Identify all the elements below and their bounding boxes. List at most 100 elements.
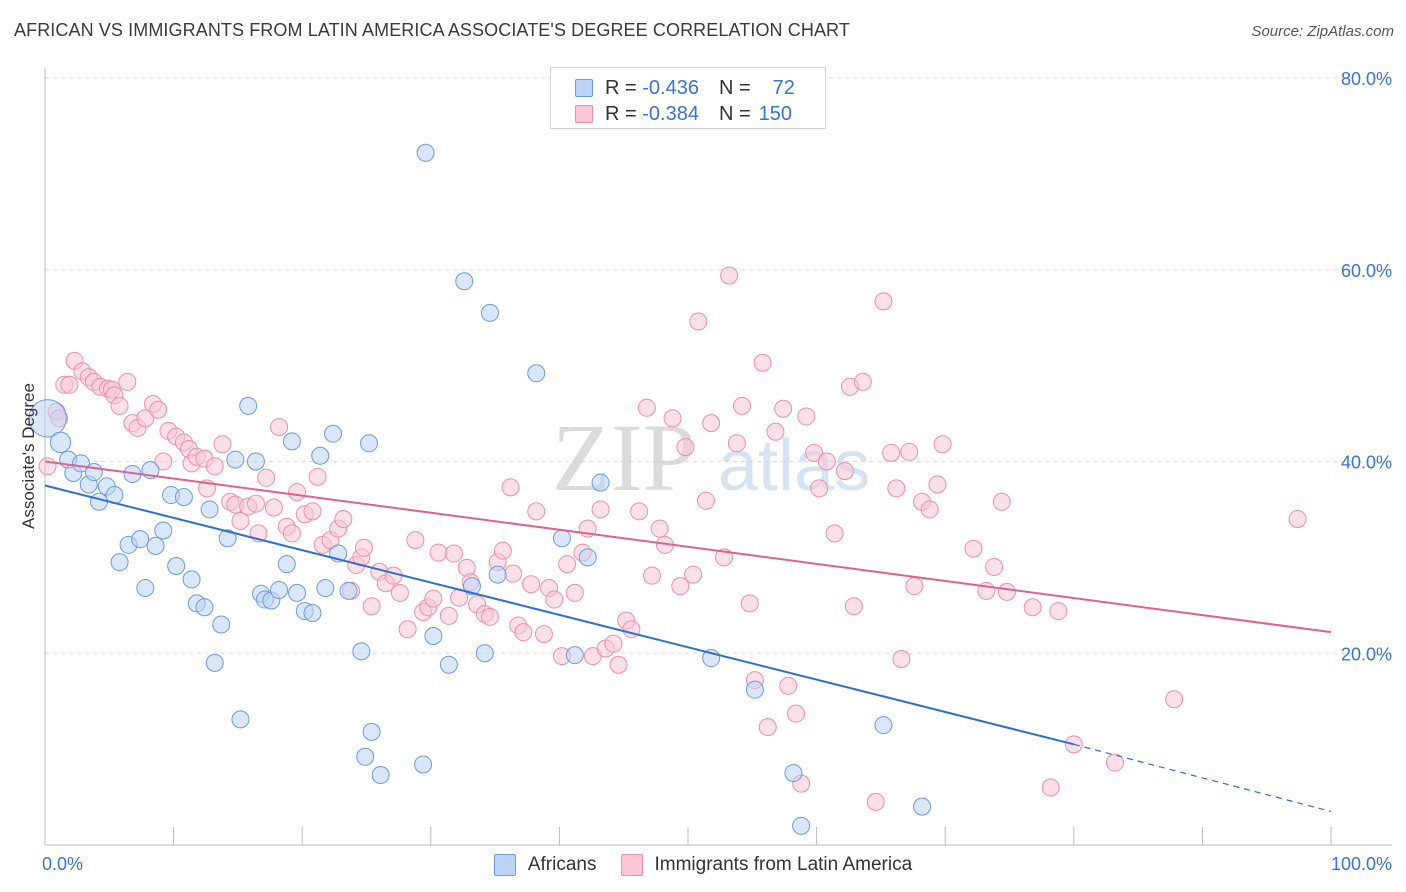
data-point-africans (303, 603, 322, 622)
data-point-africans (205, 653, 224, 672)
data-point-latin-america (997, 582, 1016, 601)
data-point-latin-america (844, 597, 863, 616)
data-point-africans (424, 626, 443, 645)
data-point-africans (246, 452, 265, 471)
data-point-latin-america (702, 414, 721, 433)
data-point-africans (439, 655, 458, 674)
data-point-latin-america (545, 590, 564, 609)
data-point-latin-america (1105, 753, 1124, 772)
legend-swatch-pink (620, 854, 643, 876)
data-point-africans (578, 548, 597, 567)
data-point-latin-america (866, 792, 885, 811)
y-tick-label: 80.0% (1341, 69, 1392, 89)
data-point-africans (480, 303, 499, 322)
data-point-latin-america (892, 650, 911, 669)
data-point-africans (552, 529, 571, 548)
data-point-africans (745, 680, 764, 699)
legend-item-latin-america: Immigrants from Latin America (620, 854, 912, 876)
legend-n-label: N = (718, 102, 751, 125)
data-point-latin-america (985, 557, 1004, 576)
data-point-africans (146, 536, 165, 555)
data-point-latin-america (779, 676, 798, 695)
legend-row-africans: R = -0.436 N = 72 (575, 76, 795, 100)
data-point-africans (84, 463, 103, 482)
data-point-africans (455, 272, 474, 291)
x-tick-label-max: 100.0% (1331, 854, 1392, 874)
data-point-africans (195, 598, 214, 617)
data-point-africans (475, 644, 494, 663)
data-point-latin-america (697, 491, 716, 510)
legend-r-label: R = (605, 102, 637, 125)
data-point-latin-america (110, 396, 129, 415)
data-point-latin-america (565, 583, 584, 602)
data-point-latin-america (406, 531, 425, 550)
series-legend: Africans Immigrants from Latin America (0, 852, 1406, 878)
africans-points (28, 143, 932, 835)
data-point-africans (200, 500, 219, 519)
data-point-latin-america (1049, 602, 1068, 621)
data-point-africans (591, 473, 610, 492)
data-point-latin-america (429, 543, 448, 562)
data-point-latin-america (1165, 690, 1184, 709)
y-axis-label: Associate's Degree (19, 383, 38, 529)
data-point-latin-america (514, 623, 533, 642)
data-point-latin-america (758, 718, 777, 737)
data-point-africans (131, 530, 150, 549)
legend-r-value: -0.384 (642, 102, 699, 125)
data-point-africans (277, 555, 296, 574)
data-point-africans (174, 487, 193, 506)
data-point-latin-america (928, 475, 947, 494)
data-point-africans (226, 450, 245, 469)
data-point-latin-america (424, 589, 443, 608)
data-point-latin-america (740, 594, 759, 613)
data-point-latin-america (676, 438, 695, 457)
data-point-africans (231, 710, 250, 729)
trend-line-africans (44, 484, 1075, 746)
data-point-latin-america (213, 435, 232, 454)
data-point-latin-america (900, 442, 919, 461)
data-point-latin-america (591, 500, 610, 519)
data-point-africans (239, 396, 258, 415)
data-point-africans (90, 492, 109, 511)
x-tick-label-min: 0.0% (42, 854, 83, 874)
data-point-latin-america (522, 575, 541, 594)
data-point-latin-america (439, 606, 458, 625)
data-point-africans (288, 583, 307, 602)
data-point-latin-america (558, 555, 577, 574)
data-point-latin-america (334, 510, 353, 529)
y-tick-label: 40.0% (1341, 453, 1392, 473)
legend-swatch-blue (493, 854, 516, 876)
data-point-latin-america (246, 494, 265, 513)
data-point-latin-america (684, 565, 703, 584)
data-point-latin-america (825, 524, 844, 543)
data-point-africans (356, 747, 375, 766)
data-point-latin-america (534, 625, 553, 644)
data-point-africans (527, 364, 546, 383)
data-point-latin-america (282, 524, 301, 543)
data-point-latin-america (642, 566, 661, 585)
data-point-latin-america (787, 704, 806, 723)
data-point-africans (316, 579, 335, 598)
legend-row-latin-america: R = -0.384 N = 150 (575, 102, 792, 126)
data-point-latin-america (964, 539, 983, 558)
data-point-africans (360, 434, 379, 453)
data-point-latin-america (154, 452, 173, 471)
data-point-latin-america (882, 443, 901, 462)
data-point-latin-america (733, 396, 752, 415)
data-point-africans (270, 580, 289, 599)
legend-swatch-pink (575, 105, 593, 123)
data-point-latin-america (810, 479, 829, 498)
data-point-latin-america (60, 375, 79, 394)
trend-lines (44, 460, 1332, 813)
data-point-africans (212, 615, 231, 634)
source-label: Source: ZipAtlas.com (1251, 23, 1394, 40)
data-point-latin-america (887, 479, 906, 498)
data-point-latin-america (527, 502, 546, 521)
data-point-africans (110, 553, 129, 572)
legend-label-africans: Africans (527, 854, 597, 875)
chart-title: AFRICAN VS IMMIGRANTS FROM LATIN AMERICA… (14, 20, 850, 40)
data-point-latin-america (1041, 778, 1060, 797)
data-point-latin-america (480, 607, 499, 626)
legend-n-value: 72 (772, 76, 795, 99)
